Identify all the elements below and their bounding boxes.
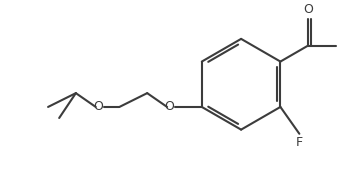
Text: O: O <box>164 100 174 114</box>
Text: O: O <box>93 100 103 114</box>
Text: F: F <box>296 136 303 149</box>
Text: O: O <box>303 3 313 16</box>
